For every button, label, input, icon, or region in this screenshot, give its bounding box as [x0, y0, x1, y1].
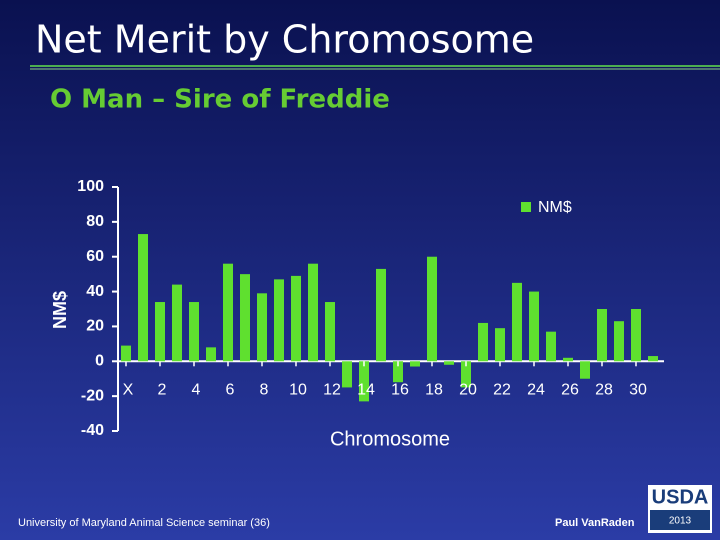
bar: [495, 328, 505, 362]
y-tick-label: 60: [86, 248, 104, 265]
x-tick-label: 16: [391, 382, 409, 399]
bar: [257, 293, 267, 362]
x-tick-label: 18: [425, 382, 443, 399]
y-tick-label: 20: [86, 318, 104, 335]
footer: University of Maryland Animal Science se…: [18, 517, 270, 529]
x-tick-label: 6: [226, 382, 235, 399]
bar: [563, 357, 573, 362]
bar: [648, 356, 658, 362]
x-axis-title: Chromosome: [330, 428, 450, 450]
bar: [189, 302, 199, 362]
bar: [529, 291, 539, 362]
bar: [138, 234, 148, 362]
slide-title: Net Merit by Chromosome: [35, 18, 534, 62]
x-tick-label: 10: [289, 382, 307, 399]
x-tick-label: 8: [260, 382, 269, 399]
x-tick-label: 4: [192, 382, 201, 399]
bar: [614, 321, 624, 362]
bar: [427, 256, 437, 362]
slide-subtitle: O Man – Sire of Freddie: [50, 85, 390, 115]
y-axis-title: NM$: [50, 291, 70, 329]
legend-swatch: [521, 202, 531, 212]
logo-band: [650, 510, 710, 530]
x-tick-label: 2: [158, 382, 167, 399]
y-tick-label: -20: [81, 387, 104, 404]
bar: [155, 302, 165, 362]
bar: [512, 282, 522, 362]
x-tick-label: 20: [459, 382, 477, 399]
x-tick-label: 12: [323, 382, 341, 399]
bar: [274, 279, 284, 362]
year: 2013: [669, 516, 692, 527]
bar: [172, 284, 182, 362]
bar: [597, 309, 607, 362]
bar: [206, 347, 216, 362]
x-tick-label: 24: [527, 382, 545, 399]
bar: [121, 345, 131, 362]
bar: [308, 263, 318, 362]
bar: [291, 275, 301, 362]
bar: [223, 263, 233, 362]
y-tick-label: 80: [86, 213, 104, 230]
logo: USDA: [652, 486, 709, 508]
x-tick-label: X: [123, 382, 134, 399]
bar: [461, 361, 471, 388]
bar: [342, 361, 352, 388]
bar: [546, 331, 556, 362]
bar: [410, 361, 420, 367]
author: Paul VanRaden: [555, 517, 635, 529]
y-tick-label: 0: [95, 353, 104, 370]
bar: [478, 322, 488, 362]
x-tick-label: 14: [357, 382, 375, 399]
bar: [376, 268, 386, 362]
bar: [444, 361, 454, 365]
bar: [240, 274, 250, 362]
bar: [325, 302, 335, 362]
bar: [393, 361, 403, 383]
legend-label: NM$: [538, 199, 572, 216]
bar: [359, 361, 369, 402]
bar: [580, 361, 590, 379]
y-tick-label: -40: [81, 422, 104, 439]
x-tick-label: 28: [595, 382, 613, 399]
x-tick-label: 30: [629, 382, 647, 399]
y-tick-label: 100: [77, 178, 104, 195]
y-tick-label: 40: [86, 283, 104, 300]
x-tick-label: 22: [493, 382, 511, 399]
x-tick-label: 26: [561, 382, 579, 399]
bar: [631, 309, 641, 362]
